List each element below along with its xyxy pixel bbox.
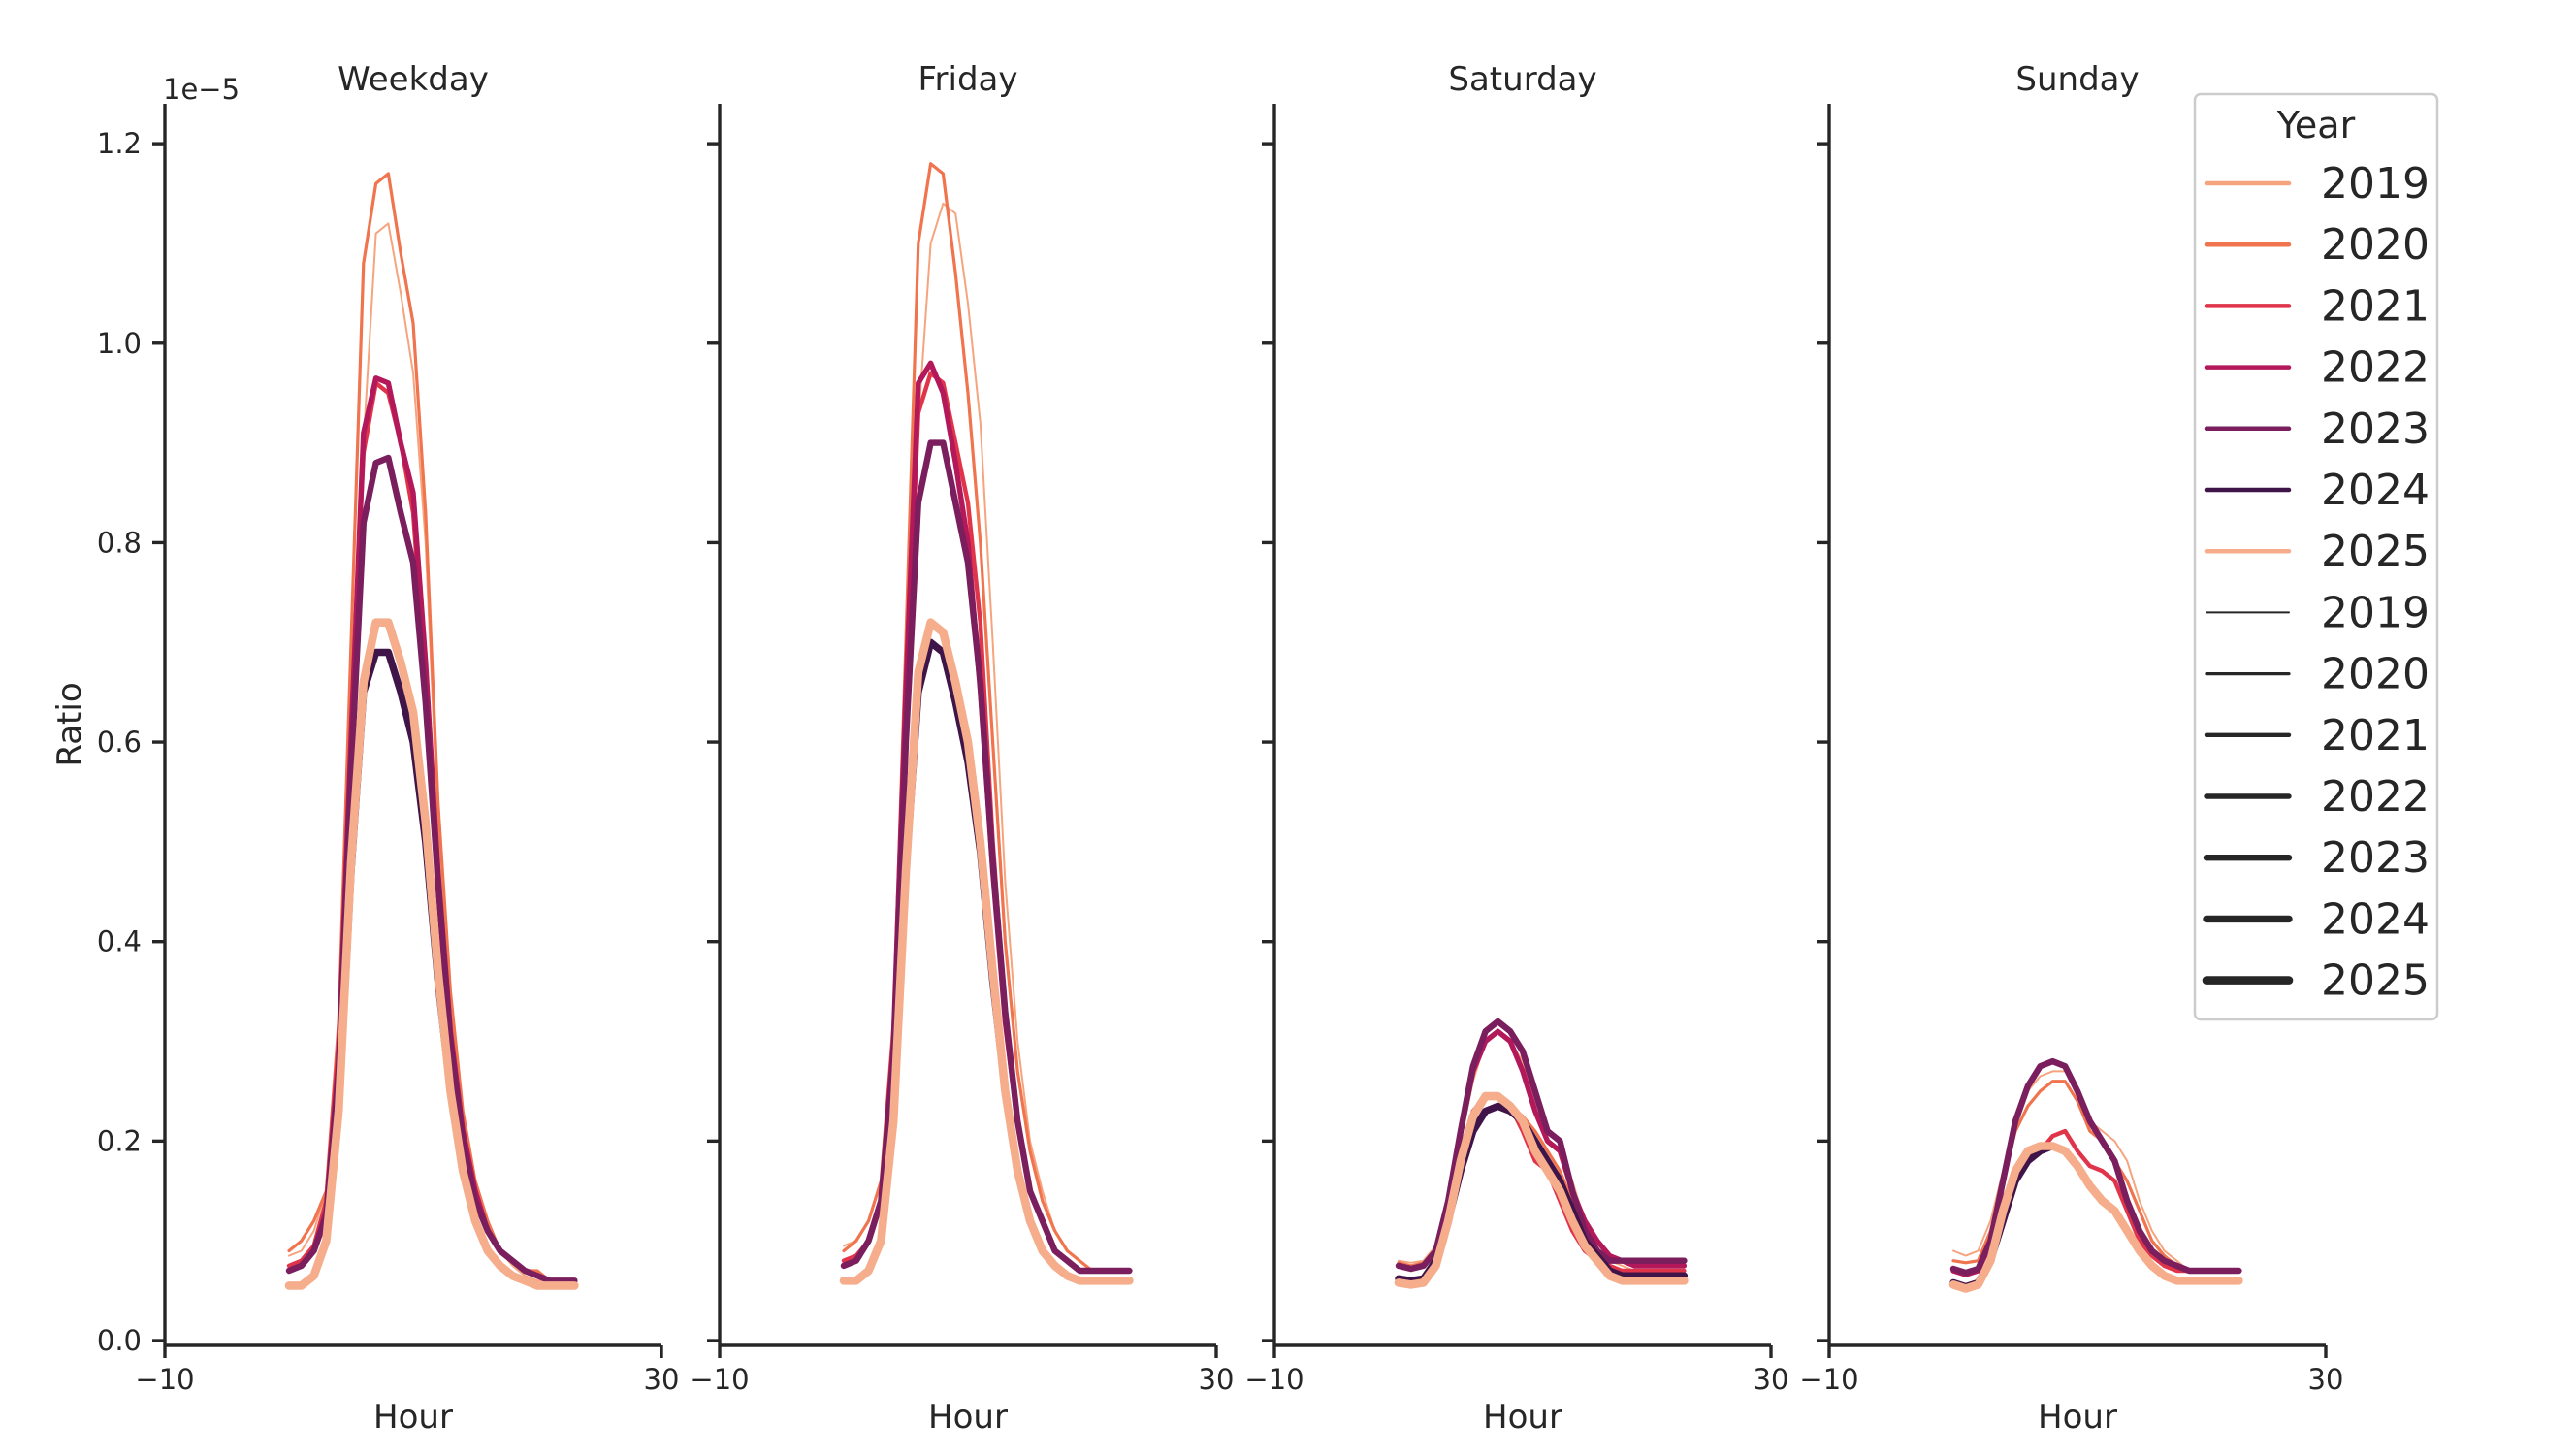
y-tick-label: 0.4 [97,925,142,958]
y-tick-label: 0.6 [97,726,142,759]
legend-label-size-2021: 2021 [2321,711,2430,760]
y-tick-label: 0.8 [97,526,142,559]
legend-label-hue-2020: 2020 [2321,220,2430,270]
y-axis-label: Ratio [50,682,89,766]
series-line-friday-2023 [840,439,1133,1275]
legend-label-size-2025: 2025 [2321,956,2430,1006]
x-tick-label-friday: 30 [1199,1363,1235,1396]
x-axis-label-weekday: Hour [373,1398,453,1437]
y-axis-offset-text: 1e−5 [163,73,240,106]
legend-label-size-2022: 2022 [2321,772,2430,822]
x-tick-label-saturday: −10 [1244,1363,1304,1396]
panel-title-sunday: Sunday [2015,60,2139,99]
panel-title-weekday: Weekday [338,60,489,99]
series-line-saturday-2025 [1394,1091,1689,1289]
x-tick-label-saturday: 30 [1754,1363,1789,1396]
x-tick-label-friday: −10 [690,1363,749,1396]
series-line-sunday-2025 [1948,1142,2243,1293]
panel-title-saturday: Saturday [1448,60,1596,99]
x-tick-label-weekday: 30 [644,1363,680,1396]
legend-label-size-2019: 2019 [2321,588,2430,637]
legend-label-size-2023: 2023 [2321,833,2430,883]
legend-title: Year [2276,104,2356,146]
series-line-weekday-2025 [284,618,579,1290]
legend-label-hue-2021: 2021 [2321,281,2430,331]
legend-label-hue-2024: 2024 [2321,466,2430,515]
y-tick-label: 0.2 [97,1124,142,1157]
x-tick-label-weekday: −10 [135,1363,194,1396]
legend-label-size-2020: 2020 [2321,650,2430,699]
panel-title-friday: Friday [918,60,1017,99]
series-line-sunday-2023 [1949,1057,2242,1277]
x-tick-label-sunday: −10 [1799,1363,1858,1396]
x-axis-label-saturday: Hour [1483,1398,1562,1437]
x-tick-label-sunday: 30 [2308,1363,2344,1396]
legend-box [2193,92,2439,1021]
x-axis-label-friday: Hour [928,1398,1008,1437]
legend-label-hue-2023: 2023 [2321,404,2430,454]
x-axis-label-sunday: Hour [2038,1398,2117,1437]
legend-label-hue-2019: 2019 [2321,159,2430,209]
series-line-friday-2025 [839,618,1134,1285]
legend-label-size-2024: 2024 [2321,894,2430,944]
y-tick-label: 1.2 [97,127,142,160]
y-tick-label: 0.0 [97,1324,142,1357]
legend-label-hue-2025: 2025 [2321,527,2430,576]
series-line-saturday-2023 [1395,1018,1688,1273]
y-tick-label: 1.0 [97,327,142,360]
legend-label-hue-2022: 2022 [2321,343,2430,393]
